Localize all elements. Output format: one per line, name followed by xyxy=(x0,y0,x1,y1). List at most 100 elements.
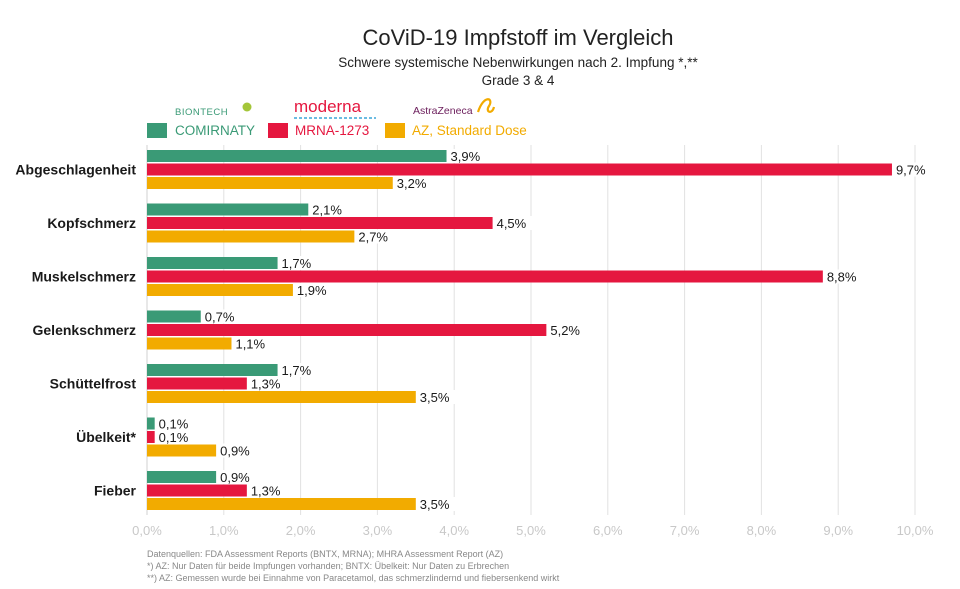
bar-comirnaty-gelenkschmerz xyxy=(147,310,201,323)
data-label-bg xyxy=(279,256,318,270)
moderna-logo: moderna xyxy=(294,97,376,119)
x-tick-label: 10,0% xyxy=(897,523,934,538)
data-label-bg xyxy=(824,269,863,284)
data-label-mrna-1273-kopfschmerz: 4,5% xyxy=(497,216,527,231)
bar-mrna-1273-schuettelfrost xyxy=(147,377,247,390)
data-label-az-standard-dose-gelenkschmerz: 1,1% xyxy=(235,337,265,352)
data-label-bg xyxy=(893,162,932,177)
bar-az-standard-dose-muskelschmerz xyxy=(147,284,293,296)
bar-comirnaty-uebelkeit xyxy=(147,417,155,430)
x-tick-label: 4,0% xyxy=(439,523,469,538)
footnote-sources: Datenquellen: FDA Assessment Reports (BN… xyxy=(147,549,503,559)
data-label-az-standard-dose-uebelkeit: 0,9% xyxy=(220,444,250,459)
bar-comirnaty-fieber xyxy=(147,471,217,483)
chart-title: CoViD-19 Impfstoff im Vergleich xyxy=(363,25,674,50)
astrazeneca-logo: AstraZeneca xyxy=(413,98,496,117)
legend-swatch-az xyxy=(385,123,405,138)
data-label-bg xyxy=(279,363,318,377)
bar-comirnaty-muskelschmerz xyxy=(147,257,278,269)
legend: COMIRNATY MRNA-1273 AZ, Standard Dose xyxy=(147,123,527,138)
svg-text:AstraZeneca: AstraZeneca xyxy=(413,105,473,117)
category-label-fieber: Fieber xyxy=(94,483,137,499)
chart-subtitle-grade: Grade 3 & 4 xyxy=(482,73,555,88)
bar-az-standard-dose-gelenkschmerz xyxy=(147,337,232,350)
footnote-double-star: **) AZ: Gemessen wurde bei Einnahme von … xyxy=(147,573,560,583)
data-label-comirnaty-muskelschmerz: 1,7% xyxy=(282,256,312,271)
data-label-az-standard-dose-kopfschmerz: 2,7% xyxy=(358,230,388,245)
x-axis-ticks: 0,0% 1,0% 2,0% 3,0% 4,0% 5,0% 6,0% 7,0% 8,0% 9,0%… xyxy=(132,523,934,538)
category-label-kopfschmerz: Kopfschmerz xyxy=(47,215,136,231)
data-label-bg xyxy=(233,336,272,351)
data-label-az-standard-dose-muskelschmerz: 1,9% xyxy=(297,283,327,298)
x-tick-label: 8,0% xyxy=(747,523,777,538)
data-label-bg xyxy=(494,216,533,230)
x-tick-label: 7,0% xyxy=(670,523,700,538)
bar-mrna-1273-muskelschmerz xyxy=(147,270,823,283)
bar-az-standard-dose-abgeschlagenheit xyxy=(147,177,393,189)
category-label-muskelschmerz: Muskelschmerz xyxy=(32,269,136,285)
data-label-comirnaty-abgeschlagenheit: 3,9% xyxy=(451,149,481,164)
data-label-comirnaty-schuettelfrost: 1,7% xyxy=(282,363,312,378)
category-labels: Abgeschlagenheit Kopfschmerz Muskelschmerz… xyxy=(15,162,136,499)
x-tick-label: 0,0% xyxy=(132,523,162,538)
biontech-logo: BIONTECH xyxy=(175,102,252,118)
data-label-mrna-1273-muskelschmerz: 8,8% xyxy=(827,270,857,285)
data-label-mrna-1273-fieber: 1,3% xyxy=(251,484,281,499)
legend-swatch-comirnaty xyxy=(147,123,167,138)
category-label-uebelkeit: Übelkeit* xyxy=(76,429,136,445)
bar-mrna-1273-kopfschmerz xyxy=(147,217,493,229)
svg-text:BIONTECH: BIONTECH xyxy=(175,107,228,118)
data-label-mrna-1273-uebelkeit: 0,1% xyxy=(159,430,189,445)
bar-az-standard-dose-fieber xyxy=(147,498,416,510)
bars xyxy=(147,150,892,510)
x-tick-label: 1,0% xyxy=(209,523,239,538)
legend-label-mrna-1273: MRNA-1273 xyxy=(295,123,369,138)
data-label-bg xyxy=(218,470,257,484)
category-label-schuettelfrost: Schüttelfrost xyxy=(50,376,137,392)
category-label-gelenkschmerz: Gelenkschmerz xyxy=(33,322,137,338)
x-tick-label: 2,0% xyxy=(286,523,316,538)
chart-subtitle: Schwere systemische Nebenwirkungen nach … xyxy=(338,55,698,70)
data-label-bg xyxy=(548,323,587,337)
legend-label-az: AZ, Standard Dose xyxy=(412,123,527,138)
data-label-bg xyxy=(448,149,487,163)
data-label-bg xyxy=(294,283,333,297)
footnote-star: *) AZ: Nur Daten für beide Impfungen vor… xyxy=(147,561,509,571)
data-label-bg xyxy=(202,309,241,324)
bar-mrna-1273-fieber xyxy=(147,484,247,497)
legend-swatch-mrna-1273 xyxy=(268,123,288,138)
data-label-bg xyxy=(248,376,287,391)
data-label-bg xyxy=(218,443,257,458)
data-label-bg xyxy=(310,202,349,217)
bar-az-standard-dose-schuettelfrost xyxy=(147,391,416,403)
data-label-az-standard-dose-fieber: 3,5% xyxy=(420,497,450,512)
bar-az-standard-dose-uebelkeit xyxy=(147,444,217,457)
bar-az-standard-dose-kopfschmerz xyxy=(147,230,355,243)
data-label-comirnaty-kopfschmerz: 2,1% xyxy=(312,203,342,218)
data-label-bg xyxy=(156,430,195,444)
x-tick-label: 5,0% xyxy=(516,523,546,538)
bar-mrna-1273-abgeschlagenheit xyxy=(147,163,892,176)
data-label-az-standard-dose-schuettelfrost: 3,5% xyxy=(420,390,450,405)
x-tick-label: 3,0% xyxy=(363,523,393,538)
bar-comirnaty-schuettelfrost xyxy=(147,364,278,376)
x-tick-label: 6,0% xyxy=(593,523,623,538)
category-label-abgeschlagenheit: Abgeschlagenheit xyxy=(15,162,136,178)
data-label-mrna-1273-gelenkschmerz: 5,2% xyxy=(550,323,580,338)
svg-text:moderna: moderna xyxy=(294,97,362,116)
legend-label-comirnaty: COMIRNATY xyxy=(175,123,255,138)
data-label-bg xyxy=(156,416,195,431)
data-label-bg xyxy=(417,390,456,404)
bar-comirnaty-kopfschmerz xyxy=(147,203,309,216)
x-tick-label: 9,0% xyxy=(823,523,853,538)
bar-mrna-1273-gelenkschmerz xyxy=(147,324,547,336)
footnotes: Datenquellen: FDA Assessment Reports (BN… xyxy=(147,549,560,583)
data-labels: 3,9% 9,7% 3,2% 2,1% 4,5% 2,7% 1,7% 8,8% 1,9% 0,7%… xyxy=(156,149,932,512)
bar-mrna-1273-uebelkeit xyxy=(147,431,155,443)
data-label-mrna-1273-schuettelfrost: 1,3% xyxy=(251,377,281,392)
data-label-comirnaty-fieber: 0,9% xyxy=(220,470,250,485)
data-label-mrna-1273-abgeschlagenheit: 9,7% xyxy=(896,163,926,178)
data-label-bg xyxy=(248,483,287,498)
data-label-az-standard-dose-abgeschlagenheit: 3,2% xyxy=(397,176,427,191)
